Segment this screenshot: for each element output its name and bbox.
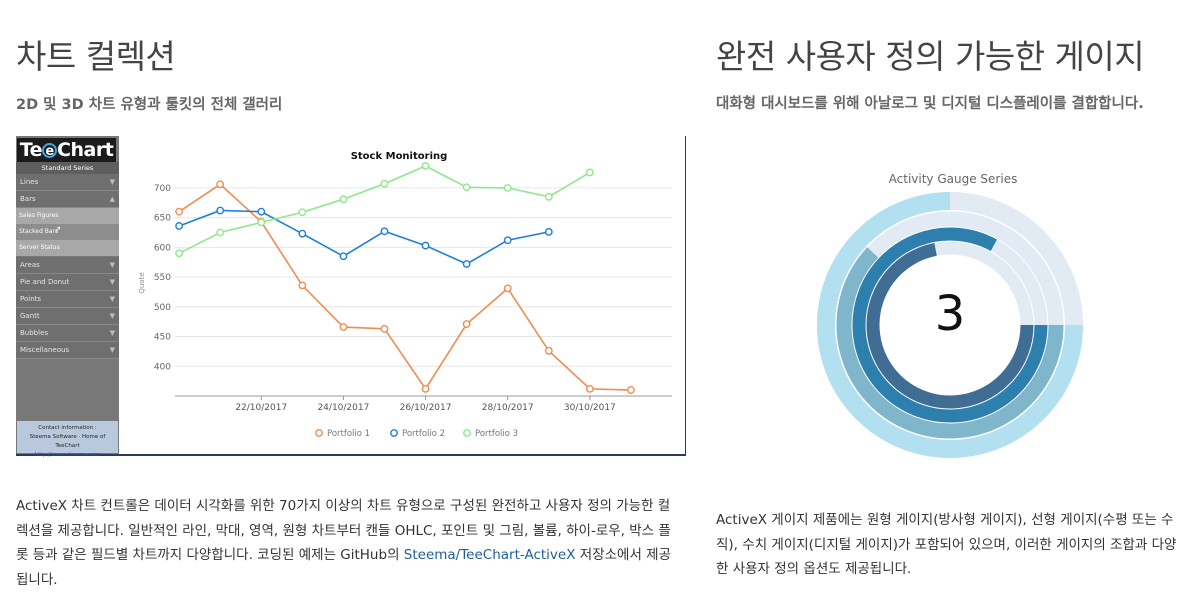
standard-series-header: Standard Series [16,162,119,174]
line-chart: Stock Monitoring 400 450 500 550 600 650 700 2… [138,151,672,439]
gauge-svg: Activity Gauge Series 3 [817,172,1083,458]
x-tick-label: 28/10/2017 [482,403,534,413]
data-point [380,324,389,333]
series-line [178,183,631,391]
data-point [544,346,553,355]
legend-label: Portfolio 2 [402,429,445,439]
gauge-title: Activity Gauge Series [889,172,1018,186]
y-tick-label: 700 [154,184,171,194]
y-tick-label: 650 [154,214,171,224]
data-point [462,320,471,328]
menu-item-gantt[interactable]: Gantt ▼ [16,308,119,325]
data-point [380,227,389,236]
data-point [503,284,512,293]
data-point [421,161,430,170]
gauge-ring-value [817,192,1083,458]
data-point [585,384,594,393]
teechart-sidebar: Te e Chart Standard Series Lines ▼ Bars ▲ Sa… [16,136,119,458]
data-point [585,168,594,177]
data-point [339,252,348,261]
gauge-value: 3 [935,286,966,342]
data-point [216,180,225,189]
data-point [175,207,184,216]
data-point [544,227,553,236]
x-tick-label: 24/10/2017 [317,403,369,413]
data-point [339,323,348,331]
contact-info: Contact information : Steema Software · … [17,421,118,458]
menu-item-miscellaneous[interactable]: Miscellaneous ▼ [16,342,119,359]
data-point [503,236,512,245]
data-point [175,222,184,230]
teechart-logo: Te e Chart [17,138,116,162]
x-tick-label: 26/10/2017 [400,403,452,413]
data-point [257,207,266,216]
legend-marker [463,429,471,437]
x-tick-label: 22/10/2017 [235,403,287,413]
data-point [339,195,348,204]
right-description: ActiveX 게이지 제품에는 원형 게이지(방사형 게이지), 선형 게이지… [716,512,1177,577]
data-point [216,228,225,237]
series-line [178,209,549,265]
y-axis-label: Quote [138,272,146,293]
data-point [421,384,430,393]
contact-title: Contact information : [38,425,97,431]
teechart-screenshot: Te e Chart Standard Series Lines ▼ Bars ▲ Sa… [16,136,686,458]
submenu-server-status[interactable]: Server Status [16,240,119,256]
gauge-ring-value [852,227,1048,423]
data-point [298,229,307,238]
chevron-down-icon: ▼ [109,178,115,186]
data-point [544,192,553,201]
y-tick-label: 450 [154,333,171,343]
gauge-ring-value [866,242,1034,409]
activity-gauge: Activity Gauge Series 3 [810,165,1100,465]
x-tick-label: 30/10/2017 [564,403,616,413]
menu-item-areas[interactable]: Areas ▼ [16,257,119,274]
chevron-down-icon: ▼ [109,261,115,269]
chevron-down-icon: ▼ [109,278,115,286]
data-point [216,206,225,215]
chevron-up-icon: ▲ [109,195,115,203]
chevron-down-icon: ▼ [109,346,115,354]
chevron-down-icon: ▼ [109,295,115,303]
data-point [175,249,184,258]
menu-item-lines[interactable]: Lines ▼ [16,174,119,191]
y-tick-label: 600 [154,243,171,253]
data-point [462,260,471,268]
data-point [298,281,307,290]
legend-marker [315,429,323,437]
y-tick-label: 500 [154,303,171,313]
series-line [178,165,591,255]
left-subtitle: 2D 및 3D 차트 유형과 툴킷의 전체 갤러리 [16,97,283,113]
left-description: ActiveX 차트 컨트롤은 데이터 시각화를 위한 70가지 이상의 차트 … [16,498,672,588]
right-subtitle: 대화형 대시보드를 위해 아날로그 및 디지털 디스플레이를 결합합니다. [716,96,1144,112]
submenu-stacked-bars[interactable]: Stacked Bars ➚ [16,224,119,240]
contact-line: Steema Software · Home of TeeChart [29,434,106,449]
chevron-down-icon: ▼ [109,329,115,337]
left-title: 차트 컬렉션 [16,37,176,76]
github-repo-link[interactable]: Steema/TeeChart-ActiveX [403,547,576,563]
menu-item-bars[interactable]: Bars ▲ [16,191,119,208]
menu-item-pie-donut[interactable]: Pie and Donut ▼ [16,274,119,291]
y-tick-label: 400 [154,362,171,372]
data-point [421,241,430,250]
legend-label: Portfolio 1 [327,429,370,439]
menu-item-bubbles[interactable]: Bubbles ▼ [16,325,119,342]
data-point [257,218,266,227]
chevron-down-icon: ▼ [109,312,115,320]
gauge-ring-value [836,247,1064,439]
legend-marker [390,429,398,437]
right-title: 완전 사용자 정의 가능한 게이지 [716,37,1145,76]
data-point [462,183,471,192]
cursor-icon: ➚ [54,225,62,235]
y-tick-label: 550 [154,273,171,283]
legend-label: Portfolio 3 [475,429,518,439]
data-point [380,179,389,188]
menu-item-points[interactable]: Points ▼ [16,291,119,308]
contact-url[interactable]: http://www.steema.com [34,452,101,458]
data-point [298,208,307,217]
chart-title: Stock Monitoring [351,151,448,162]
data-point [627,386,635,394]
submenu-sales-figures[interactable]: Sales Figures [16,208,119,224]
data-point [503,183,512,192]
